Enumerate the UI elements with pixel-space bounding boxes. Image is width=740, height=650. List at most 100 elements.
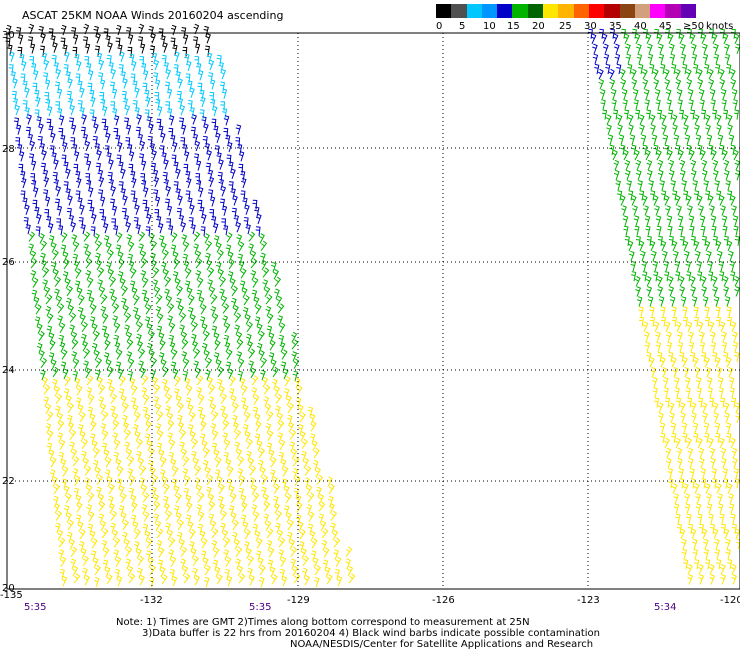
- wind-barb: [320, 520, 327, 532]
- wind-barb: [153, 396, 160, 407]
- wind-barb: [20, 190, 26, 201]
- wind-barb: [684, 377, 691, 388]
- wind-barb: [70, 558, 76, 569]
- wind-barb: [683, 190, 689, 201]
- wind-barb: [185, 397, 192, 408]
- wind-barb: [240, 494, 247, 506]
- wind-barb: [695, 250, 701, 262]
- wind-barb: [121, 207, 127, 218]
- wind-barb: [96, 259, 103, 271]
- wind-barb: [258, 447, 265, 459]
- wind-barb: [673, 134, 680, 145]
- wind-barb: [300, 548, 307, 559]
- wind-barb: [113, 451, 119, 463]
- wind-barb: [235, 558, 241, 569]
- wind-barb: [248, 348, 256, 359]
- wind-barb: [654, 89, 661, 100]
- wind-barb: [642, 271, 648, 282]
- wind-barb: [168, 537, 176, 548]
- wind-barb: [139, 56, 145, 66]
- wind-barb: [96, 52, 103, 63]
- wind-barb: [135, 224, 141, 235]
- wind-barb: [213, 235, 220, 246]
- wind-barb: [48, 235, 55, 246]
- wind-barb: [199, 316, 206, 327]
- wind-barb: [101, 442, 108, 453]
- wind-barb: [106, 152, 112, 163]
- wind-barb: [161, 54, 167, 65]
- wind-barb: [153, 513, 160, 524]
- wind-barb: [289, 441, 295, 452]
- wind-barb: [287, 519, 295, 531]
- wind-barb: [633, 149, 640, 161]
- wind-barb: [187, 80, 193, 91]
- wind-barb: [48, 449, 55, 461]
- wind-barb: [715, 240, 722, 252]
- wind-barb: [288, 422, 294, 433]
- wind-barb: [101, 105, 108, 117]
- wind-barb: [671, 63, 677, 75]
- wind-barb: [649, 306, 655, 317]
- wind-barb: [82, 133, 89, 144]
- wind-barb: [347, 565, 354, 577]
- wind-barb: [702, 43, 708, 55]
- wind-barb: [98, 189, 104, 200]
- wind-barb: [138, 348, 146, 359]
- wind-barb: [103, 125, 109, 136]
- wind-barb: [301, 450, 307, 462]
- wind-barb: [724, 296, 731, 307]
- wind-barb: [675, 321, 682, 332]
- wind-barb: [258, 350, 265, 361]
- wind-barb: [609, 78, 616, 90]
- wind-barb: [245, 224, 251, 235]
- wind-barb: [292, 468, 299, 479]
- wind-barb: [326, 574, 333, 585]
- wind-barb: [312, 557, 319, 568]
- wind-barb: [196, 375, 204, 386]
- wind-barb: [91, 342, 98, 354]
- wind-barb: [252, 523, 259, 534]
- wind-barb: [731, 574, 738, 585]
- wind-barb: [109, 81, 115, 92]
- wind-barb: [307, 523, 314, 534]
- wind-barb: [50, 457, 57, 468]
- wind-barb: [103, 235, 110, 246]
- wind-barb: [115, 458, 122, 470]
- wind-barb: [710, 457, 716, 469]
- wind-barb: [669, 296, 676, 307]
- wind-barb: [721, 341, 728, 353]
- wind-barb: [28, 243, 34, 254]
- wind-barb: [112, 108, 118, 119]
- wind-barb: [686, 513, 692, 524]
- wind-barb: [236, 331, 243, 343]
- wind-barb: [676, 523, 682, 534]
- wind-barb: [676, 205, 682, 216]
- wind-barb: [223, 115, 230, 126]
- wind-barb: [685, 260, 692, 272]
- wind-barb: [63, 258, 70, 270]
- wind-barb: [161, 152, 167, 163]
- wind-barb: [165, 522, 171, 534]
- wind-barb: [57, 529, 64, 541]
- wind-barb: [165, 185, 172, 197]
- wind-barb: [217, 171, 223, 182]
- wind-barb: [170, 361, 177, 372]
- wind-barb: [134, 107, 140, 118]
- wind-barb: [690, 235, 696, 246]
- wind-barb: [165, 393, 173, 404]
- wind-barb: [657, 402, 664, 413]
- wind-barb: [178, 422, 184, 433]
- wind-barb: [216, 574, 223, 585]
- wind-barb: [84, 43, 91, 54]
- wind-barb: [660, 63, 666, 75]
- swath-time: 5:35: [24, 602, 47, 613]
- wind-barb: [636, 296, 643, 307]
- wind-barb: [180, 137, 186, 147]
- wind-barb: [159, 469, 166, 480]
- wind-barb: [121, 297, 127, 309]
- colorbar-segment: [543, 4, 559, 18]
- wind-barb: [219, 288, 225, 299]
- wind-barb: [106, 574, 113, 585]
- wind-barb: [646, 286, 653, 297]
- wind-barb: [642, 321, 649, 332]
